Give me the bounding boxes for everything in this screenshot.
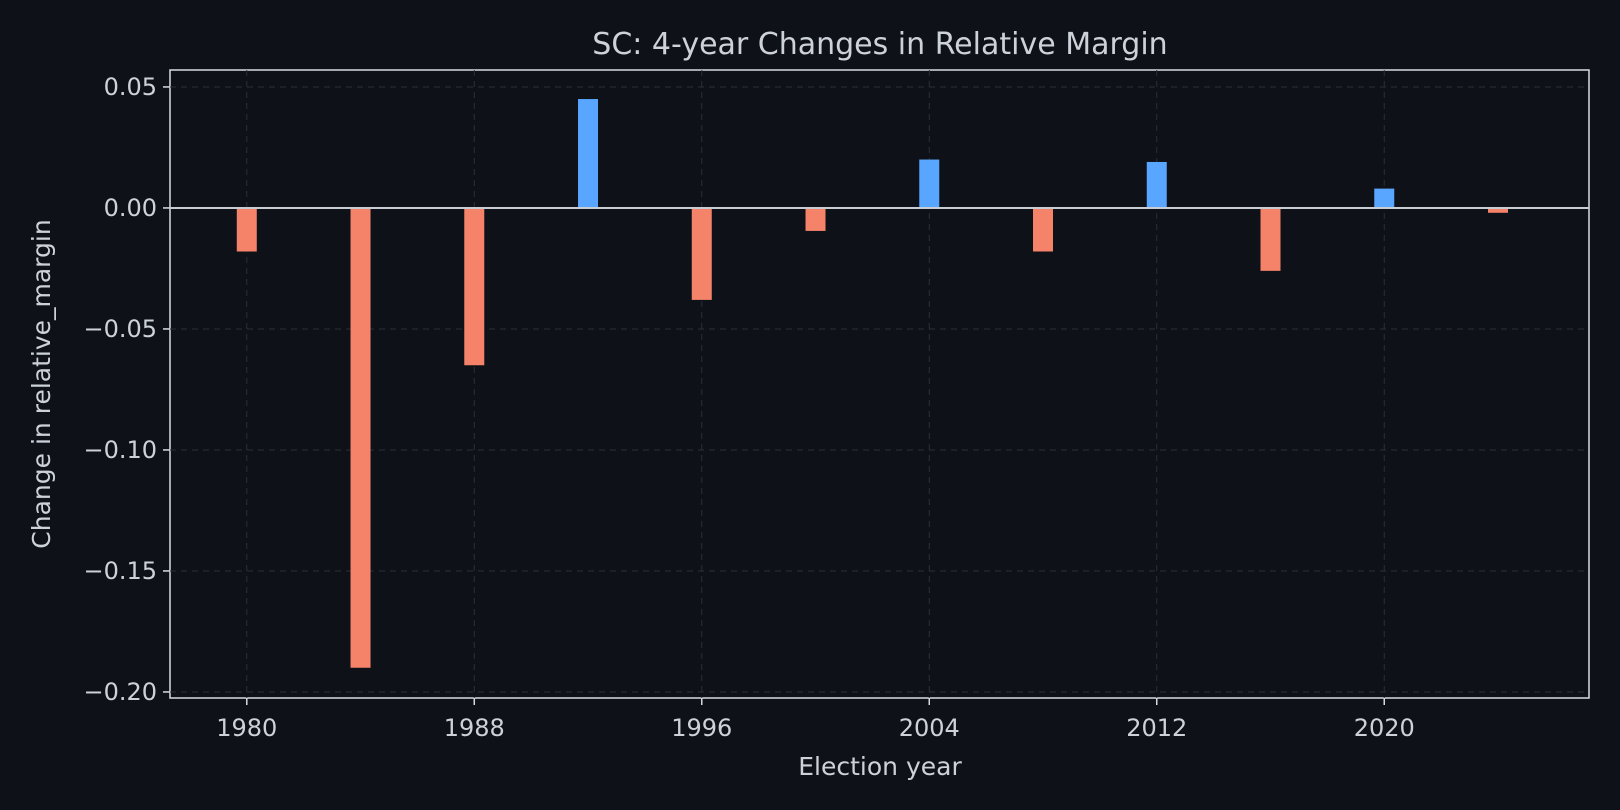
bar: [919, 159, 940, 208]
chart-title: SC: 4-year Changes in Relative Margin: [592, 27, 1167, 62]
x-tick-label: 1988: [444, 714, 505, 742]
bar: [1260, 207, 1281, 271]
bar: [1033, 207, 1054, 252]
bar: [1146, 161, 1167, 208]
y-tick-label: −0.15: [83, 557, 157, 585]
y-tick-label: −0.10: [83, 436, 157, 464]
x-axis: 1980 1988 1996 2004 2012 2020: [216, 698, 1415, 742]
y-tick-label: 0.05: [104, 73, 157, 101]
bars: [236, 99, 1509, 668]
plot-area: [169, 69, 1590, 699]
x-tick-label: 2004: [899, 714, 960, 742]
y-axis-label: Change in relative_margin: [27, 219, 56, 548]
y-tick-label: −0.05: [83, 315, 157, 343]
bar: [1488, 207, 1509, 213]
x-tick-label: 2020: [1354, 714, 1415, 742]
x-tick-label: 1996: [671, 714, 732, 742]
y-axis: 0.05 0.00 −0.05 −0.10 −0.15 −0.20: [83, 73, 170, 706]
bar: [578, 99, 599, 208]
x-tick-label: 1980: [216, 714, 277, 742]
bar: [350, 207, 371, 668]
x-axis-label: Election year: [798, 752, 962, 781]
bar: [805, 207, 826, 231]
bar: [691, 207, 712, 300]
y-tick-label: 0.00: [104, 194, 157, 222]
bar: [236, 207, 257, 252]
bar: [1374, 188, 1395, 208]
bar: [464, 207, 485, 366]
y-tick-label: −0.20: [83, 678, 157, 706]
x-tick-label: 2012: [1126, 714, 1187, 742]
